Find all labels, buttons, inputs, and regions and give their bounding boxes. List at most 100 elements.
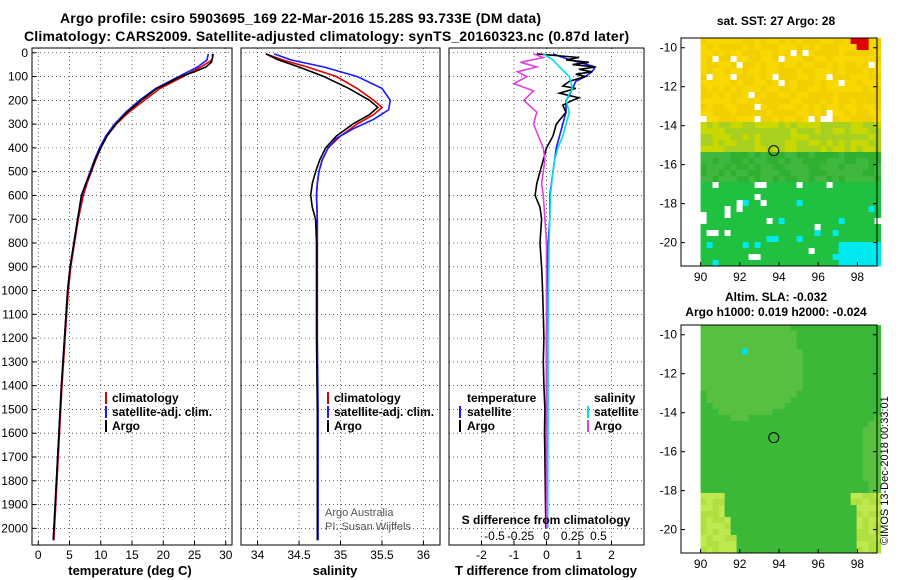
map-cell bbox=[808, 343, 816, 350]
map-cell bbox=[748, 224, 756, 231]
map-cell bbox=[820, 475, 828, 482]
map-cell bbox=[778, 68, 786, 75]
map-cell bbox=[742, 409, 750, 416]
map-cell bbox=[718, 68, 726, 75]
map-cell bbox=[784, 493, 792, 500]
map-cell bbox=[784, 439, 792, 446]
map-cell bbox=[712, 349, 720, 356]
map-y-tick-label: -16 bbox=[660, 158, 678, 172]
map-cell bbox=[712, 152, 720, 159]
map-cell bbox=[730, 80, 738, 87]
map-cell bbox=[868, 200, 876, 207]
map-cell bbox=[742, 421, 750, 428]
map-cell bbox=[808, 44, 816, 51]
map-cell bbox=[754, 128, 762, 135]
map-cell bbox=[712, 511, 720, 518]
map-cell bbox=[808, 200, 816, 207]
map-cell bbox=[784, 373, 792, 380]
map-cell bbox=[802, 349, 810, 356]
map-cell bbox=[838, 427, 846, 434]
map-cell bbox=[796, 337, 804, 344]
map-cell bbox=[784, 361, 792, 368]
map-cell bbox=[778, 535, 786, 542]
map-cell bbox=[748, 140, 756, 147]
map-cell bbox=[826, 98, 834, 105]
map-cell bbox=[754, 505, 762, 512]
map-cell bbox=[808, 134, 816, 141]
map-cell bbox=[862, 248, 870, 255]
map-cell bbox=[814, 469, 822, 476]
map-cell bbox=[826, 409, 834, 416]
map-cell bbox=[754, 170, 762, 177]
map-cell bbox=[808, 409, 816, 416]
map-cell bbox=[712, 158, 720, 165]
map-cell bbox=[778, 152, 786, 159]
map-cell bbox=[742, 116, 750, 123]
map-cell bbox=[748, 325, 756, 332]
map-cell bbox=[718, 391, 726, 398]
map-cell bbox=[712, 361, 720, 368]
map-cell bbox=[850, 451, 858, 458]
map-cell bbox=[712, 116, 720, 123]
map-cell bbox=[760, 122, 768, 129]
map-cell bbox=[724, 421, 732, 428]
map-cell bbox=[826, 38, 834, 45]
map-cell bbox=[718, 254, 726, 261]
map-cell bbox=[832, 134, 840, 141]
map-cell bbox=[736, 487, 744, 494]
map-cell bbox=[832, 349, 840, 356]
map-cell bbox=[766, 140, 774, 147]
map-cell bbox=[778, 415, 786, 422]
map-cell bbox=[700, 62, 708, 69]
map-cell bbox=[712, 134, 720, 141]
map-cell bbox=[874, 140, 882, 147]
map-cell bbox=[832, 80, 840, 87]
map-cell bbox=[724, 230, 732, 237]
map-cell bbox=[724, 200, 732, 207]
map-cell bbox=[844, 523, 852, 530]
map-cell bbox=[790, 511, 798, 518]
map-cell bbox=[796, 529, 804, 536]
map-cell bbox=[718, 349, 726, 356]
map-cell bbox=[772, 463, 780, 470]
map-cell bbox=[802, 361, 810, 368]
map-cell bbox=[772, 427, 780, 434]
map-cell bbox=[868, 541, 876, 548]
map-cell bbox=[856, 331, 864, 338]
map-cell bbox=[874, 403, 882, 410]
map-y-tick-label: -10 bbox=[660, 41, 678, 55]
map-cell bbox=[802, 445, 810, 452]
map-cell bbox=[766, 493, 774, 500]
map-cell bbox=[868, 463, 876, 470]
map-cell bbox=[706, 86, 714, 93]
map-cell bbox=[796, 523, 804, 530]
map-cell bbox=[874, 44, 882, 51]
map-cell bbox=[856, 409, 864, 416]
map-cell bbox=[826, 421, 834, 428]
map-cell bbox=[784, 260, 792, 267]
map-cell bbox=[718, 116, 726, 123]
map-cell bbox=[868, 517, 876, 524]
map-cell bbox=[814, 80, 822, 87]
map-cell bbox=[706, 134, 714, 141]
map-cell bbox=[868, 182, 876, 189]
y-tick-label: 400 bbox=[8, 141, 28, 155]
map-cell bbox=[826, 463, 834, 470]
map-cell bbox=[742, 511, 750, 518]
map-cell bbox=[778, 110, 786, 117]
map-cell bbox=[724, 511, 732, 518]
map-cell bbox=[724, 134, 732, 141]
map-cell bbox=[868, 343, 876, 350]
map-cell bbox=[832, 68, 840, 75]
map-cell bbox=[862, 439, 870, 446]
map-cell bbox=[796, 511, 804, 518]
map-cell bbox=[814, 433, 822, 440]
map-cell bbox=[724, 152, 732, 159]
map-cell bbox=[820, 254, 828, 261]
map-cell bbox=[718, 128, 726, 135]
map-cell bbox=[862, 523, 870, 530]
map-cell bbox=[790, 188, 798, 195]
map-cell bbox=[838, 385, 846, 392]
map-cell bbox=[772, 104, 780, 111]
map-cell bbox=[802, 511, 810, 518]
